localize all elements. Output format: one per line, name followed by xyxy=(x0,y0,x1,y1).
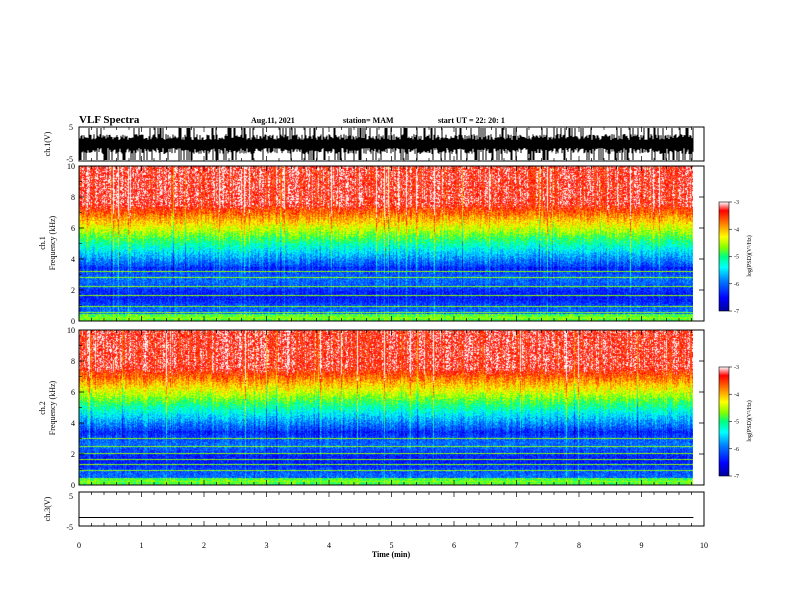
colorbar-tick-label: -5 xyxy=(734,255,739,261)
figure-title: VLF Spectra xyxy=(79,114,140,126)
ch2-colorbar-label: log(PSD)(V²/Hz) xyxy=(746,400,753,441)
x-tick-label: 5 xyxy=(390,541,394,550)
ch2-spec-ylabel: Frequency (kHz) xyxy=(48,380,57,435)
ch2-spectrogram-image xyxy=(79,330,693,485)
x-tick-label: 3 xyxy=(265,541,269,550)
ch1-spec-xticks xyxy=(78,166,705,321)
ch1-spectrogram-image xyxy=(79,166,693,321)
colorbar-tick-label: -4 xyxy=(734,392,739,398)
freq-tick-label: 8 xyxy=(71,193,75,202)
colorbar-tick-label: -3 xyxy=(734,365,739,371)
colorbar-tick-label: -5 xyxy=(734,420,739,426)
freq-tick-label: 0 xyxy=(71,317,75,326)
ch3-waveform-panel: 5 -5 ch.3(V) 0 1 2 3 4 5 6 7 8 9 10 Time (min) xyxy=(43,491,708,559)
station-label: station= MAM xyxy=(343,116,394,125)
ch1-waveform-trace xyxy=(79,128,694,160)
freq-tick-label: 0 xyxy=(71,481,75,490)
ch1-spec-label-top: ch.1 xyxy=(38,236,47,250)
ch2-spec-xticks xyxy=(78,330,705,485)
ch2-colorbar-ticks: -3 -4 -5 -6 -7 xyxy=(729,365,739,480)
colorbar-tick-label: -7 xyxy=(734,309,739,315)
ch1-spectrogram-panel: 0 2 4 6 8 10 ch.1 Frequency (kHz) xyxy=(38,162,705,326)
ch1-freq-ticks: 0 2 4 6 8 10 xyxy=(67,162,704,326)
freq-tick-label: 4 xyxy=(71,419,75,428)
x-tick-labels: 0 1 2 3 4 5 6 7 8 9 10 xyxy=(77,541,708,550)
ch1-colorbar: -3 -4 -5 -6 -7 log(PSD)(V²/Hz) xyxy=(718,200,753,315)
freq-tick-label: 6 xyxy=(71,388,75,397)
ch1-waveform-path xyxy=(79,128,694,160)
ch3-ytick-top: 5 xyxy=(69,492,73,501)
freq-tick-label: 10 xyxy=(67,326,75,335)
x-tick-label: 9 xyxy=(640,541,644,550)
x-tick-label: 10 xyxy=(700,541,708,550)
ch1-ylabel: ch.1(V) xyxy=(43,131,52,156)
x-tick-label: 6 xyxy=(452,541,456,550)
freq-tick-label: 2 xyxy=(71,450,75,459)
ch2-colorbar-scale xyxy=(718,366,730,477)
freq-tick-label: 8 xyxy=(71,357,75,366)
colorbar-tick-label: -3 xyxy=(734,200,739,206)
ch1-colorbar-scale xyxy=(718,201,730,312)
date-label: Aug.11, 2021 xyxy=(251,116,295,125)
colorbar-tick-label: -4 xyxy=(734,227,739,233)
x-axis-label: Time (min) xyxy=(372,550,411,559)
freq-tick-label: 4 xyxy=(71,255,75,264)
ch1-colorbar-label: log(PSD)(V²/Hz) xyxy=(746,235,753,276)
colorbar-tick-label: -6 xyxy=(734,447,739,453)
ch3-ytick-bottom: -5 xyxy=(66,523,73,532)
ch3-xticks xyxy=(78,492,705,526)
ch2-spec-label-top: ch.2 xyxy=(38,401,47,415)
freq-tick-label: 2 xyxy=(71,286,75,295)
colorbar-tick-label: -7 xyxy=(734,474,739,480)
start-ut-label: start UT = 22: 20: 1 xyxy=(438,116,505,125)
ch2-spectrogram-panel: 0 2 4 6 8 10 ch.2 Frequency (kHz) xyxy=(38,326,705,490)
freq-tick-label: 6 xyxy=(71,224,75,233)
x-tick-label: 4 xyxy=(327,541,331,550)
ch1-ytick-top: 5 xyxy=(69,123,73,132)
ch2-colorbar: -3 -4 -5 -6 -7 log(PSD)(V²/Hz) xyxy=(718,365,753,480)
ch1-waveform-panel: 5 -5 ch.1(V) xyxy=(43,123,705,164)
ch3-ylabel: ch.3(V) xyxy=(43,496,52,521)
x-tick-label: 7 xyxy=(515,541,519,550)
ch1-ytick-bottom: -5 xyxy=(66,155,73,164)
x-tick-label: 0 xyxy=(77,541,81,550)
colorbar-tick-label: -6 xyxy=(734,282,739,288)
x-tick-label: 8 xyxy=(577,541,581,550)
ch1-xticks xyxy=(78,127,705,161)
ch2-freq-ticks: 0 2 4 6 8 10 xyxy=(67,326,704,490)
ch1-colorbar-ticks: -3 -4 -5 -6 -7 xyxy=(729,200,739,315)
ch3-waveform-frame xyxy=(78,491,705,527)
ch1-spec-ylabel: Frequency (kHz) xyxy=(48,215,57,270)
freq-tick-label: 10 xyxy=(67,162,75,171)
x-tick-label: 2 xyxy=(202,541,206,550)
x-tick-label: 1 xyxy=(140,541,144,550)
